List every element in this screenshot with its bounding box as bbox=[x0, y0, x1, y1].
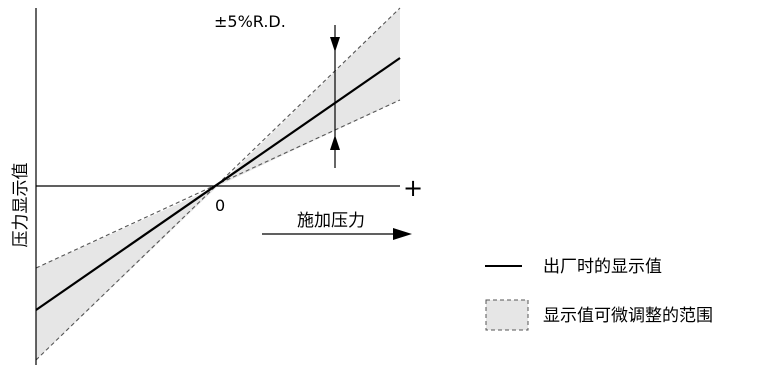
legend-band-label: 显示值可微调整的范围 bbox=[543, 306, 713, 326]
adjust-range-band-lower bbox=[36, 186, 218, 360]
tolerance-arrow-down bbox=[330, 37, 340, 52]
lower-limit-line bbox=[35, 99, 401, 269]
factory-display-line bbox=[35, 57, 401, 311]
y-axis-label: 压力显示值 bbox=[11, 163, 31, 248]
legend-band-swatch bbox=[485, 299, 529, 331]
plus-label: + bbox=[403, 174, 423, 202]
x-axis-label: 施加压力 bbox=[297, 211, 365, 231]
adjust-range-band-upper bbox=[218, 8, 400, 186]
tolerance-label: ±5%R.D. bbox=[214, 12, 286, 31]
origin-label: 0 bbox=[215, 196, 225, 215]
x-axis-label-arrowhead bbox=[393, 228, 412, 240]
legend-line-label: 出厂时的显示值 bbox=[543, 257, 662, 277]
tolerance-arrow-up bbox=[330, 135, 340, 150]
